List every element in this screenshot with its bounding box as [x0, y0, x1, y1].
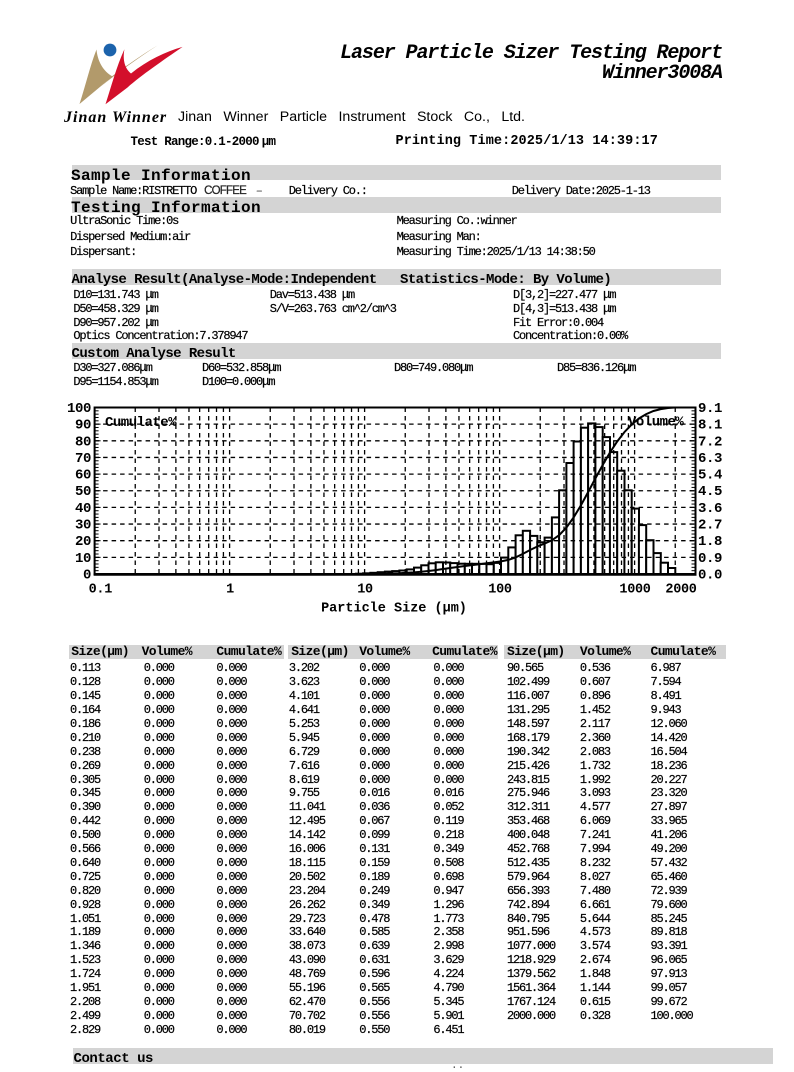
svg-text:0: 0: [83, 568, 91, 584]
svg-text:2.7: 2.7: [698, 518, 722, 534]
svg-text:7.2: 7.2: [698, 434, 722, 450]
svg-text:4.5: 4.5: [698, 484, 722, 500]
svg-text:10: 10: [357, 583, 373, 598]
svg-text:Cumulate%: Cumulate%: [105, 415, 177, 431]
svg-text:6.3: 6.3: [698, 451, 722, 467]
svg-text:5.4: 5.4: [698, 468, 722, 484]
svg-text:80: 80: [75, 434, 91, 450]
svg-text:20: 20: [75, 534, 91, 550]
svg-text:Particle Size (μm): Particle Size (μm): [321, 602, 467, 617]
svg-text:1000: 1000: [619, 583, 650, 598]
svg-text:50: 50: [75, 484, 91, 500]
svg-text:30: 30: [75, 518, 91, 534]
svg-text:90: 90: [75, 418, 91, 434]
svg-text:3.6: 3.6: [698, 501, 722, 517]
svg-text:70: 70: [75, 451, 91, 467]
svg-text:10: 10: [75, 551, 91, 567]
svg-text:1.8: 1.8: [698, 534, 722, 550]
svg-text:100: 100: [488, 583, 512, 598]
svg-text:2000: 2000: [665, 583, 696, 598]
svg-text:0.9: 0.9: [698, 551, 722, 567]
svg-text:40: 40: [75, 501, 91, 517]
svg-text:Volume%: Volume%: [628, 415, 684, 431]
svg-text:8.1: 8.1: [698, 418, 722, 434]
svg-text:60: 60: [75, 468, 91, 484]
svg-text:0.1: 0.1: [89, 583, 113, 598]
svg-text:0.0: 0.0: [698, 568, 722, 584]
svg-text:100: 100: [67, 401, 91, 417]
svg-text:1: 1: [226, 583, 234, 598]
svg-text:9.1: 9.1: [698, 401, 722, 417]
